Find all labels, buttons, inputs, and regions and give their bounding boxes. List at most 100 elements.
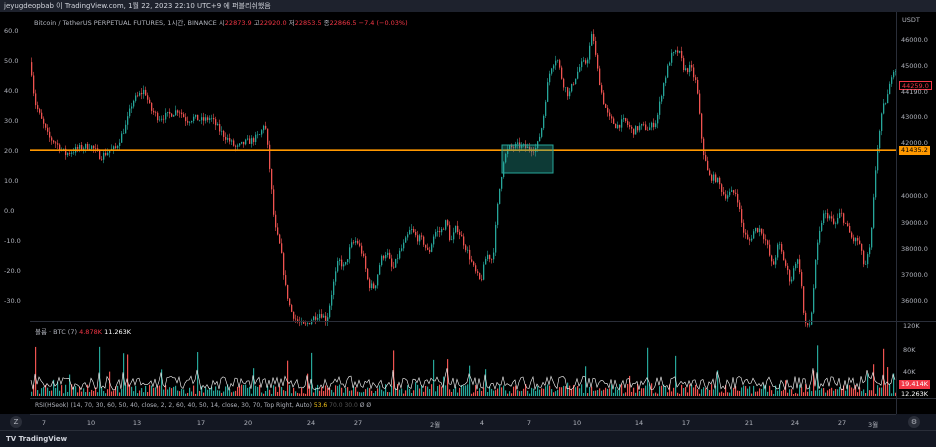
volume-bar	[607, 388, 609, 396]
volume-bar	[705, 388, 707, 396]
rsi-left-axis[interactable]: 60.0 50.0 40.0 30.0 20.0 10.0 0.0 -10.0 -20.0 -30…	[0, 12, 30, 414]
volume-tag-red: 19.414K	[899, 380, 931, 389]
volume-bar	[631, 391, 633, 396]
volume-bar	[317, 384, 319, 396]
candle-body	[837, 218, 839, 224]
candle-body	[895, 71, 896, 72]
volume-bar	[869, 390, 871, 396]
volume-bar	[305, 393, 307, 396]
candle-body	[633, 128, 635, 135]
candle-body	[109, 150, 111, 153]
candle-body	[847, 223, 849, 227]
volume-bar	[867, 373, 869, 396]
candle-body	[509, 145, 511, 150]
volume-bar	[777, 390, 779, 396]
candle-body	[497, 203, 499, 225]
candle-body	[161, 118, 163, 120]
volume-bar	[347, 387, 349, 396]
candle-body	[655, 123, 657, 128]
candle-body	[175, 110, 177, 116]
candle-body	[787, 265, 789, 271]
volume-bar	[565, 386, 567, 396]
volume-bar	[113, 390, 115, 396]
candle-body	[597, 54, 599, 69]
candle-body	[39, 109, 41, 113]
volume-bar	[417, 384, 419, 396]
volume-bar	[265, 391, 267, 396]
volume-bar	[163, 389, 165, 396]
candle-body	[881, 113, 883, 132]
candle-body	[793, 268, 795, 280]
candle-body	[435, 231, 437, 237]
candle-body	[343, 264, 345, 267]
candle-body	[575, 78, 577, 85]
candle-body	[373, 283, 375, 289]
volume-bar	[879, 387, 881, 396]
volume-bar	[127, 354, 129, 396]
candle-body	[609, 112, 611, 117]
candle-body	[441, 228, 443, 233]
candle-body	[237, 145, 239, 147]
candle-body	[319, 314, 321, 319]
candle-body	[737, 194, 739, 203]
candle-body	[589, 45, 591, 60]
volume-bar	[823, 387, 825, 396]
candle-body	[761, 228, 763, 234]
volume-bar	[199, 390, 201, 396]
last-price-sub-tag: 44190.0	[901, 88, 928, 96]
volume-bar	[153, 387, 155, 396]
candle-body	[773, 261, 775, 265]
candle-body	[543, 115, 545, 129]
volume-bar	[813, 370, 815, 396]
candle-body	[277, 227, 279, 235]
volume-legend: 볼륨 · BTC (7) 4.878K 11.263K	[35, 326, 131, 336]
price-axis[interactable]: USDT 46000.0 45000.0 43000.0 42000.0 40000.0…	[896, 12, 936, 414]
chart-settings-icon[interactable]: ⚙	[908, 416, 920, 428]
chart-canvas[interactable]	[30, 12, 896, 414]
volume-bar	[885, 384, 887, 396]
time-axis-tick: 17	[196, 419, 206, 427]
candle-body	[539, 136, 541, 142]
candle-body	[785, 260, 787, 266]
volume-bar	[479, 388, 481, 396]
candle-body	[315, 316, 317, 320]
candle-body	[229, 138, 231, 142]
candle-body	[593, 34, 595, 41]
candle-body	[259, 134, 261, 136]
volume-bar	[299, 393, 301, 396]
time-axis[interactable]: 7 10 13 17 20 24 27 2월 4 7 10 14 17 21 24 27 3월	[30, 414, 896, 430]
candle-body	[439, 231, 441, 233]
candle-body	[331, 294, 333, 306]
candle-body	[391, 258, 393, 267]
candle-body	[107, 152, 109, 156]
candle-body	[199, 120, 201, 121]
candle-body	[627, 121, 629, 125]
volume-bar	[403, 393, 405, 396]
candle-body	[149, 99, 151, 103]
timezone-icon[interactable]: Z	[10, 416, 22, 428]
volume-bar	[643, 388, 645, 396]
volume-bar	[441, 386, 443, 396]
volume-bar	[521, 390, 523, 396]
volume-bar	[463, 385, 465, 396]
volume-bar	[79, 387, 81, 396]
volume-bar	[471, 393, 473, 396]
volume-bar	[211, 386, 213, 396]
candle-body	[227, 138, 229, 140]
volume-bar	[125, 384, 127, 396]
candle-body	[553, 65, 555, 69]
candle-body	[781, 244, 783, 252]
volume-bar	[413, 390, 415, 396]
candle-body	[755, 227, 757, 232]
volume-bar	[575, 387, 577, 396]
candle-body	[657, 114, 659, 124]
time-axis-tick: 13	[132, 419, 142, 427]
rsi-pane-separator[interactable]	[30, 398, 936, 399]
tradingview-logo[interactable]: 𝗧𝗩 TradingView	[6, 435, 67, 443]
price-chart[interactable]: Bitcoin / TetherUS PERPETUAL FUTURES, 1시…	[30, 12, 896, 414]
volume-pane-separator[interactable]	[30, 321, 936, 322]
rsi-axis-tick: 40.0	[4, 87, 19, 95]
candle-body	[595, 40, 597, 55]
volume-bar	[853, 388, 855, 396]
time-axis-tick: 10	[86, 419, 96, 427]
